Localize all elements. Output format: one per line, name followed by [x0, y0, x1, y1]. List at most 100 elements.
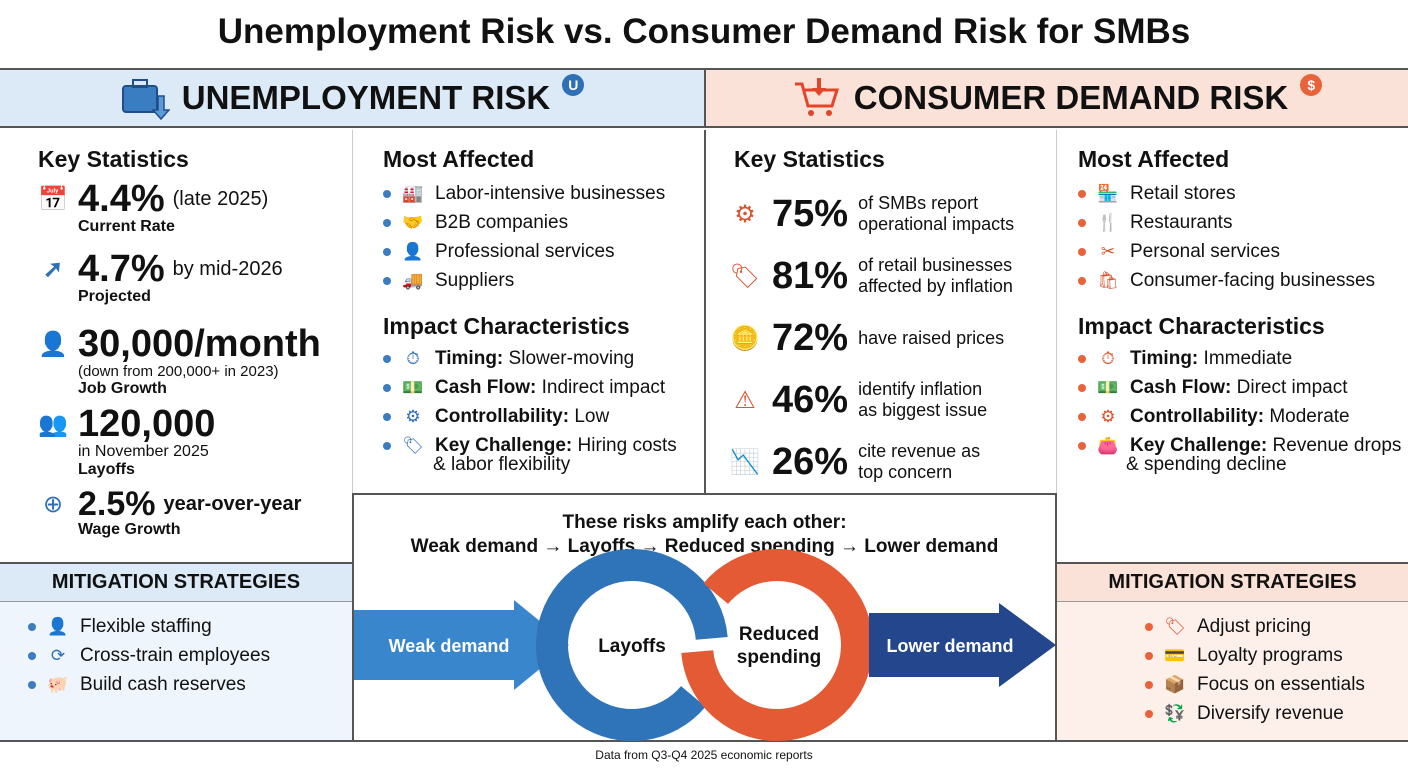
item-label: Consumer-facing businesses [1130, 269, 1376, 291]
weak-demand-arrow [354, 600, 569, 690]
divider [352, 130, 353, 493]
people-cycle-icon: ⟳ [50, 645, 66, 665]
key-statistics-section: Key Statistics [734, 146, 1054, 173]
stat-qualifier: (late 2025) [172, 187, 269, 210]
stat-wage-growth: ⊕ 2.5% year-over-year Wage Growth [36, 487, 351, 539]
layoffs-cycle-arrow [536, 549, 728, 741]
item-value: Moderate [1269, 405, 1350, 427]
divider [1056, 130, 1057, 562]
stat-text: cite revenue as [858, 441, 981, 462]
stat-value: 30,000/month [78, 323, 321, 365]
list-item: ✂ Personal services [1078, 237, 1403, 266]
list-item: 💱 Diversify revenue [1145, 699, 1408, 728]
stat-label: Wage Growth [78, 521, 181, 538]
stat-text: identify inflation [858, 379, 983, 400]
factory-icon: 🏭 [402, 183, 424, 203]
stat-text: of retail businesses [858, 255, 1013, 276]
dollar-badge-icon: $ [1300, 74, 1323, 96]
step-weak-demand: Weak demand [389, 636, 510, 656]
stat-value: 81% [772, 255, 849, 297]
person-icon: 👤 [402, 241, 424, 261]
item-label: Restaurants [1130, 211, 1233, 233]
section-title: Key Statistics [38, 146, 189, 172]
list-item: ⚙ Controllability: Low [383, 402, 703, 431]
section-title: Impact Characteristics [383, 313, 630, 339]
item-label: Loyalty programs [1197, 644, 1343, 666]
key-statistics-section: Key Statistics [38, 146, 189, 173]
list-item: ⏱ Timing: Immediate [1078, 344, 1403, 373]
list-item: 💵 Cash Flow: Direct impact [1078, 373, 1403, 402]
gear-person-icon: ⚙ [405, 406, 421, 426]
list-item: 🤝 B2B companies [383, 208, 703, 237]
stat-value: 26% [772, 441, 849, 483]
tag-icon: 🏷 [402, 435, 424, 455]
list-item: 👤 Flexible staffing [28, 612, 352, 641]
chart-down-icon: 📉 [730, 448, 760, 476]
list-item: 🍴 Restaurants [1078, 208, 1403, 237]
section-title: Most Affected [1078, 146, 1230, 172]
hand-box-icon: 📦 [1164, 674, 1186, 694]
stat-qualifier: (down from 200,000+ in 2023) [78, 363, 279, 380]
most-affected-section: Most Affected 🏪 Retail stores 🍴 Restaurant… [1078, 146, 1403, 476]
mitigation-strategies-right: MITIGATION STRATEGIES 🏷 Adjust pricing 💳 L… [1056, 562, 1408, 742]
stat-value: 2.5% [78, 485, 156, 523]
divider [704, 130, 706, 493]
step-lower-demand: Lower demand [886, 636, 1013, 656]
stat-qualifier: in November 2025 [78, 443, 209, 460]
warning-icon: ⚠ [734, 386, 756, 414]
stat-text: top concern [858, 462, 953, 482]
fork-knife-icon: 🍴 [1097, 212, 1119, 232]
footer-source: Data from Q3-Q4 2025 economic reports [595, 748, 813, 762]
u-badge-icon: U [562, 74, 585, 96]
section-title: Key Statistics [734, 146, 885, 172]
list-item: 🚚 Suppliers [383, 266, 703, 295]
item-label: Professional services [435, 240, 615, 262]
stat-qualifier: year-over-year [163, 492, 302, 515]
unemployment-risk-header: UNEMPLOYMENT RISK U [0, 68, 704, 128]
section-title: MITIGATION STRATEGIES [1057, 562, 1408, 602]
page-title: Unemployment Risk vs. Consumer Demand Ri… [217, 12, 1191, 51]
gear-icon: ⚙ [1100, 406, 1116, 426]
step-layoffs: Layoffs [598, 636, 666, 657]
stat-row: ⚙ 75% of SMBs report operational impacts [728, 183, 1053, 245]
section-title: Most Affected [383, 146, 535, 172]
item-value: Immediate [1203, 347, 1293, 369]
cycle-sequence: Weak demand → Layoffs → Reduced spending… [410, 535, 999, 557]
item-key: Controllability: [1130, 405, 1265, 427]
stopwatch-icon: ⏱ [406, 348, 420, 368]
store-icon: 🏪 [1097, 183, 1119, 203]
item-label: Personal services [1130, 240, 1280, 262]
item-key: Timing: [435, 347, 504, 369]
consumer-stats: ⚙ 75% of SMBs report operational impacts 🏷 8… [728, 183, 1053, 493]
stat-value: 4.4% [78, 178, 165, 220]
header-title: UNEMPLOYMENT RISK [181, 79, 551, 116]
list-item: 🏷 Key Challenge: Hiring costs [383, 431, 703, 460]
lower-demand-arrow [869, 603, 1056, 687]
stat-text: have raised prices [858, 327, 1005, 348]
section-title: Impact Characteristics [1078, 313, 1325, 339]
item-value-continued: & spending decline [1126, 454, 1287, 475]
list-item: 👛 Key Challenge: Revenue drops [1078, 431, 1403, 460]
item-key: Cash Flow: [1130, 376, 1232, 398]
coins-up-icon: 🪙 [730, 324, 760, 352]
item-key: Controllability: [435, 405, 570, 427]
stat-row: ⚠ 46% identify inflation as biggest issue [728, 369, 1053, 431]
list-item: 🐖 Build cash reserves [28, 670, 352, 699]
stat-row: 📉 26% cite revenue as top concern [728, 431, 1053, 493]
calendar-icon: 📅 [38, 185, 68, 213]
item-label: Build cash reserves [80, 673, 246, 695]
price-tag-gear-icon: 🏷 [1164, 616, 1186, 636]
handshake-icon: 🤝 [402, 212, 424, 232]
item-label: Cross-train employees [80, 644, 271, 666]
list-item: ⚙ Controllability: Moderate [1078, 402, 1403, 431]
list-item: 🏷 Adjust pricing [1145, 612, 1408, 641]
cash-icon: 💵 [402, 377, 424, 397]
item-key: Key Challenge: [435, 434, 573, 456]
mitigation-strategies-left: MITIGATION STRATEGIES 👤 Flexible staffing… [0, 562, 352, 742]
item-value: Low [574, 405, 610, 427]
cycle-heading: These risks amplify each other: [562, 512, 847, 533]
stat-text: as biggest issue [858, 400, 988, 420]
cycle-graphic: Weak demand Layoffs Reduced spending Low… [354, 549, 1056, 741]
stylist-icon: ✂ [1100, 241, 1116, 261]
gears-icon: ⚙ [734, 200, 756, 228]
